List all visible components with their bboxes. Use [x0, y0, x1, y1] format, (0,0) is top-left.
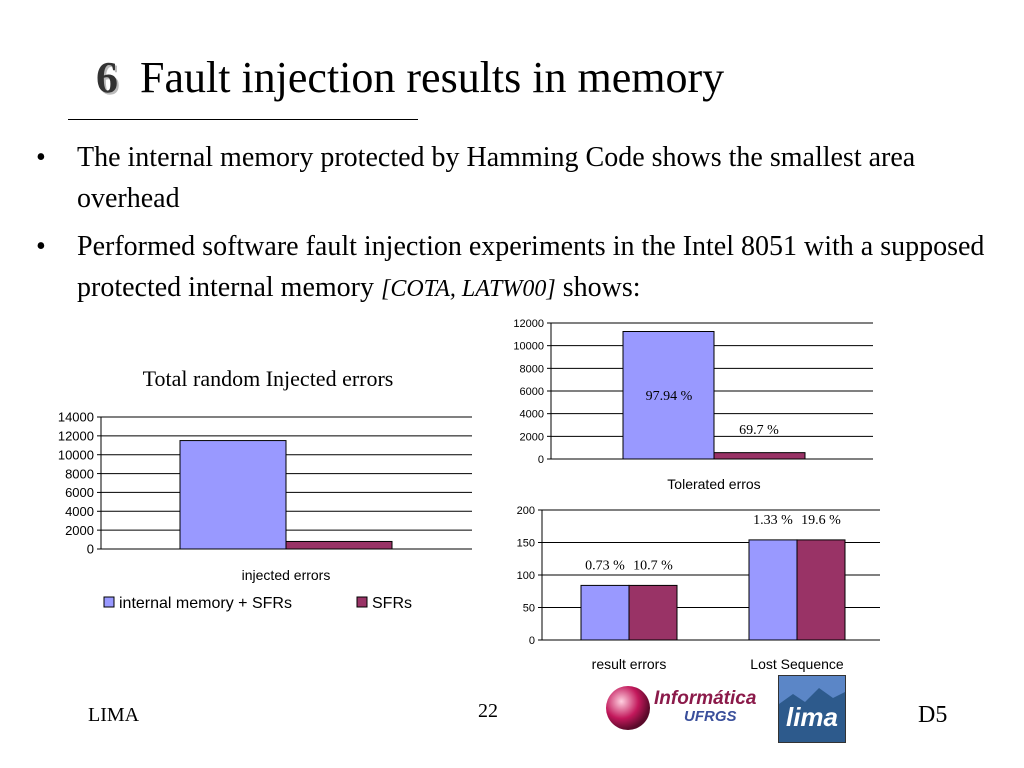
y-tick-label: 50 — [523, 602, 535, 614]
bullet-text: Performed software fault injection exper… — [77, 231, 985, 303]
data-label: 1.33 % — [753, 513, 793, 528]
bar — [580, 584, 630, 641]
title-underline — [68, 119, 418, 120]
y-tick-label: 2000 — [520, 431, 544, 443]
footer-left: LIMA — [88, 704, 140, 726]
data-label: 19.6 % — [801, 513, 841, 528]
y-tick-label: 0 — [538, 454, 544, 466]
data-label: 10.7 % — [633, 558, 673, 573]
data-label: 97.94 % — [646, 389, 693, 404]
footer-right: D5 — [918, 702, 948, 728]
category-label: result errors — [592, 656, 667, 672]
bullet-item: Performed software fault injection exper… — [36, 226, 1011, 310]
y-tick-label: 8000 — [520, 363, 544, 375]
category-label: injected errors — [242, 567, 331, 583]
y-tick-label: 8000 — [65, 466, 94, 481]
y-tick-label: 0 — [529, 635, 535, 647]
y-tick-label: 4000 — [520, 409, 544, 421]
category-label: Tolerated erros — [667, 476, 760, 492]
bar — [285, 540, 393, 550]
category-label: Lost Sequence — [750, 656, 844, 672]
legend-label: internal memory + SFRs — [119, 595, 292, 612]
lima-logo-text: lima — [786, 702, 838, 732]
sphere-icon — [606, 686, 650, 730]
y-tick-label: 6000 — [65, 485, 94, 500]
y-tick-label: 12000 — [58, 429, 94, 444]
y-tick-label: 2000 — [65, 523, 94, 538]
informatica-ufrgs-logo: Informática UFRGS — [602, 683, 772, 733]
slide-number: 6 — [96, 53, 118, 102]
chart-title-injected: Total random Injected errors — [142, 366, 394, 391]
bar — [748, 539, 798, 641]
data-label: 0.73 % — [585, 558, 625, 573]
y-tick-label: 10000 — [513, 341, 544, 353]
bullet-text: The internal memory protected by Hamming… — [77, 142, 916, 214]
y-tick-label: 0 — [87, 542, 94, 557]
y-tick-label: 150 — [517, 537, 535, 549]
bullet-text-tail: shows: — [555, 272, 641, 303]
informatica-logo-text: Informática UFRGS — [654, 688, 757, 726]
page-number: 22 — [478, 700, 498, 722]
logo-line2: UFRGS — [684, 708, 737, 725]
lima-logo: lima — [778, 675, 846, 743]
y-tick-label: 12000 — [513, 318, 544, 330]
y-tick-label: 4000 — [65, 504, 94, 519]
bar — [796, 539, 846, 641]
bar — [628, 584, 678, 641]
y-tick-label: 100 — [517, 570, 535, 582]
y-tick-label: 10000 — [58, 447, 94, 462]
bar — [179, 440, 287, 550]
data-label: 69.7 % — [739, 423, 779, 438]
legend-label: SFRs — [372, 595, 412, 612]
legend-swatch — [103, 596, 115, 608]
lima-logo-icon: lima — [779, 676, 845, 742]
logo-line1: Informática — [654, 688, 757, 709]
bar — [622, 331, 715, 460]
citation: [COTA, LATW00] — [381, 276, 556, 302]
bar — [713, 452, 806, 460]
y-tick-label: 200 — [517, 505, 535, 517]
y-tick-label: 6000 — [520, 386, 544, 398]
slide-title: 6 Fault injection results in memory — [96, 52, 724, 103]
legend-swatch — [356, 596, 368, 608]
bullet-item: The internal memory protected by Hamming… — [36, 137, 1011, 219]
slide-title-text: Fault injection results in memory — [140, 53, 725, 102]
y-tick-label: 14000 — [58, 410, 94, 425]
bullet-list: The internal memory protected by Hamming… — [36, 137, 1011, 317]
